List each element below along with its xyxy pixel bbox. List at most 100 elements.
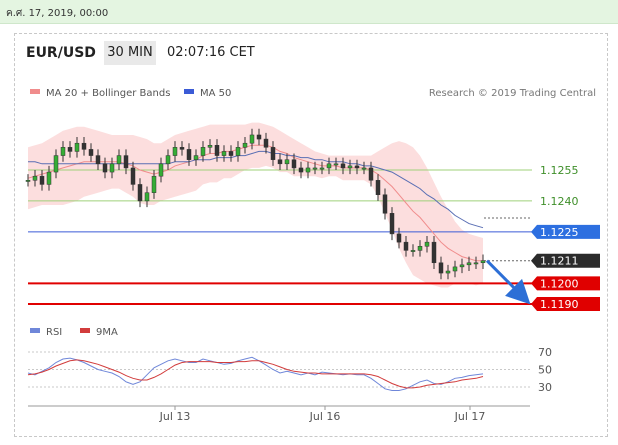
candle-body	[60, 147, 66, 156]
candle-body	[291, 159, 297, 169]
candle-body	[263, 138, 269, 148]
candle	[312, 161, 318, 175]
candle-body	[88, 149, 94, 156]
bollinger-band-area	[28, 122, 483, 288]
candle	[67, 141, 73, 158]
candle-body	[361, 167, 367, 170]
candle	[466, 256, 472, 272]
level-badge-text-1.1225: 1.1225	[540, 226, 579, 239]
candle	[459, 258, 465, 274]
candle	[319, 161, 325, 175]
rsi-tick-30: 30	[538, 381, 552, 394]
candle	[389, 207, 395, 241]
x-tick-label-0: Jul 13	[159, 410, 191, 423]
candle-body	[137, 184, 143, 202]
candle-body	[172, 147, 178, 156]
candle	[123, 149, 129, 175]
candle	[417, 240, 423, 257]
candle	[361, 161, 367, 175]
candle-body	[221, 151, 227, 156]
candle	[354, 159, 360, 175]
candle	[452, 260, 458, 278]
candle	[158, 157, 164, 183]
candle-body	[417, 246, 423, 251]
candle	[277, 153, 283, 170]
candle-body	[305, 167, 311, 173]
candle	[263, 132, 269, 154]
candle-body	[249, 134, 255, 144]
level-badge-bg-1.1211	[531, 253, 600, 268]
candle	[102, 157, 108, 179]
candle-body	[165, 155, 171, 165]
level-badge-1.1200: 1.1200	[531, 276, 600, 291]
candle	[291, 153, 297, 175]
candle-body	[410, 250, 416, 252]
candle	[214, 139, 220, 162]
candle	[375, 174, 381, 201]
candle-body	[109, 163, 115, 173]
candle-body	[473, 262, 479, 265]
candle	[368, 161, 374, 187]
candle-body	[452, 266, 458, 272]
candle-body	[347, 165, 353, 169]
candle-body	[431, 241, 437, 264]
candle	[144, 186, 150, 208]
candle	[333, 157, 339, 170]
candle	[172, 141, 178, 162]
candle	[305, 161, 311, 179]
x-tick-label-2: Jul 17	[454, 410, 486, 423]
candle	[200, 141, 206, 162]
candle-body	[235, 147, 241, 156]
candle	[165, 149, 171, 170]
candle-body	[53, 155, 59, 173]
candle-body	[123, 155, 129, 169]
candle-body	[277, 159, 283, 165]
candle	[235, 141, 241, 162]
candle	[473, 256, 479, 269]
candle	[298, 161, 304, 179]
candle-body	[438, 262, 444, 274]
candle	[60, 141, 66, 162]
rsi-ma9-line	[27, 359, 484, 389]
candle	[74, 137, 80, 158]
candle-body	[179, 147, 185, 150]
candle	[81, 137, 87, 156]
candle	[221, 145, 227, 162]
candle	[396, 227, 402, 249]
candle-body	[326, 163, 332, 169]
candle-body	[445, 270, 451, 274]
chart-source: Research © 2019 Trading Central	[429, 88, 596, 99]
legend-swatch-9ma	[80, 328, 90, 333]
interval-badge[interactable]: 30 MIN	[104, 41, 156, 65]
candle-body	[186, 149, 192, 160]
candle	[207, 139, 213, 154]
level-badge-bg-1.1190	[531, 297, 600, 311]
candle	[186, 143, 192, 166]
candle	[270, 141, 276, 166]
candle	[193, 149, 199, 166]
candle	[53, 149, 59, 179]
candle-body	[403, 241, 409, 251]
candle-body	[368, 167, 374, 181]
candle-body	[375, 180, 381, 195]
candle	[284, 153, 290, 170]
candle-body	[95, 155, 101, 165]
level-badge-text-1.1190: 1.1190	[540, 298, 579, 311]
candle-body	[333, 163, 339, 166]
candle	[403, 235, 409, 257]
candle-body	[459, 264, 465, 268]
legend-swatch-ma20	[30, 89, 40, 94]
legend-label-ma50: MA 50	[200, 88, 231, 99]
candle-body	[242, 142, 248, 148]
level-badge-text-1.1200: 1.1200	[540, 277, 579, 290]
candle-body	[144, 192, 150, 202]
candle-body	[102, 163, 108, 173]
candle	[424, 235, 430, 253]
legend-swatch-ma50	[184, 89, 194, 94]
candle-body	[207, 145, 213, 148]
candle-body	[312, 167, 318, 170]
candle-body	[284, 159, 290, 165]
candle-body	[39, 175, 45, 185]
candle-body	[382, 194, 388, 214]
